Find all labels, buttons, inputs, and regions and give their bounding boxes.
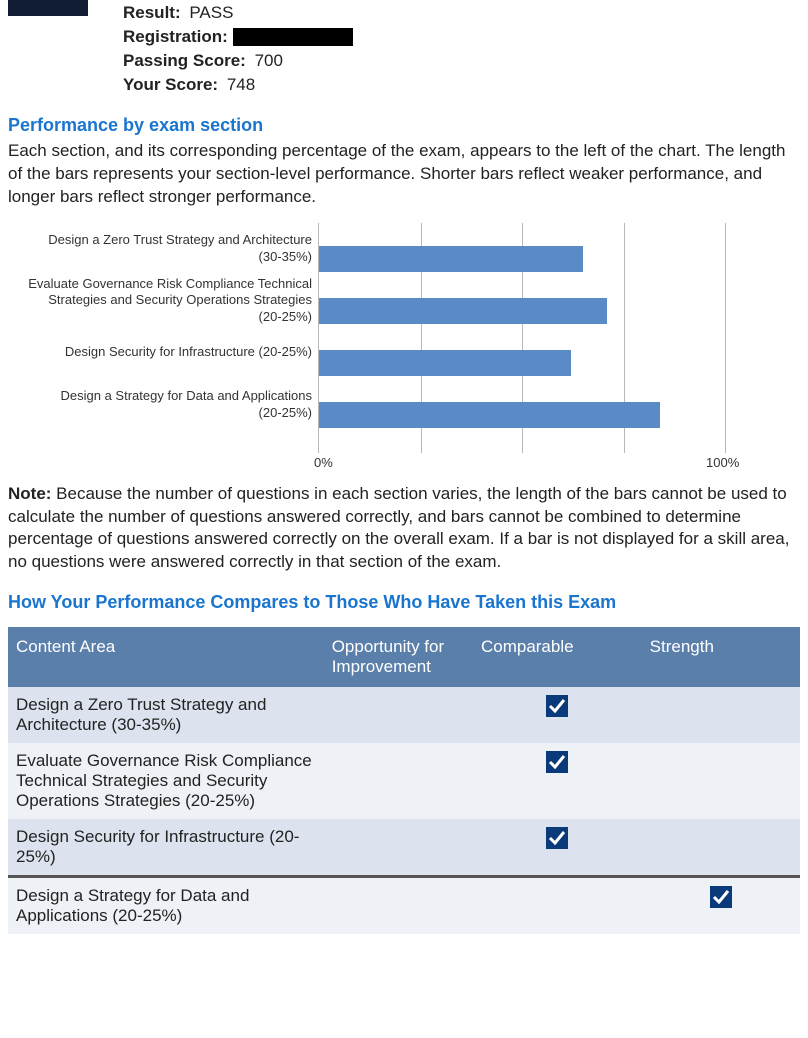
- performance-chart: Design a Zero Trust Strategy and Archite…: [8, 223, 800, 473]
- col-opportunity: Opportunity for Improvement: [324, 627, 473, 687]
- passing-score-value: 700: [255, 51, 283, 70]
- cell-strength: [642, 743, 800, 819]
- cell-content-area: Design Security for Infrastructure (20-2…: [8, 819, 324, 877]
- result-value: PASS: [189, 3, 233, 22]
- chart-bar: [319, 350, 571, 376]
- check-icon: [546, 751, 568, 773]
- chart-row-label: Design a Zero Trust Strategy and Archite…: [8, 223, 312, 275]
- performance-note: Note: Because the number of questions in…: [8, 483, 800, 575]
- cell-comparable: [473, 877, 642, 935]
- col-strength: Strength: [642, 627, 800, 687]
- chart-bar: [319, 402, 660, 428]
- note-label: Note:: [8, 484, 51, 503]
- comparison-heading: How Your Performance Compares to Those W…: [8, 592, 800, 613]
- your-score-value: 748: [227, 75, 255, 94]
- cell-opportunity: [324, 819, 473, 877]
- cell-strength: [642, 687, 800, 743]
- cell-comparable: [473, 687, 642, 743]
- cell-comparable: [473, 819, 642, 877]
- cell-opportunity: [324, 687, 473, 743]
- check-icon: [546, 827, 568, 849]
- registration-label: Registration:: [123, 27, 228, 46]
- cell-opportunity: [324, 743, 473, 819]
- chart-gridline: [725, 223, 726, 453]
- col-comparable: Comparable: [473, 627, 642, 687]
- cell-opportunity: [324, 877, 473, 935]
- your-score-label: Your Score:: [123, 75, 218, 94]
- chart-axis-label: 100%: [706, 455, 739, 470]
- registration-redacted: [233, 28, 353, 46]
- table-row: Design a Strategy for Data and Applicati…: [8, 877, 800, 935]
- table-row: Design a Zero Trust Strategy and Archite…: [8, 687, 800, 743]
- chart-row-label: Design Security for Infrastructure (20-2…: [8, 327, 312, 379]
- score-summary: Result: PASS Registration: Passing Score…: [123, 2, 800, 97]
- cell-content-area: Design a Strategy for Data and Applicati…: [8, 877, 324, 935]
- cell-strength: [642, 877, 800, 935]
- performance-heading: Performance by exam section: [8, 115, 800, 136]
- cell-comparable: [473, 743, 642, 819]
- result-label: Result:: [123, 3, 181, 22]
- chart-axis-label: 0%: [314, 455, 333, 470]
- badge-thumbnail: [8, 0, 88, 16]
- cell-content-area: Evaluate Governance Risk Compliance Tech…: [8, 743, 324, 819]
- performance-intro: Each section, and its corresponding perc…: [8, 140, 800, 209]
- col-content-area: Content Area: [8, 627, 324, 687]
- cell-content-area: Design a Zero Trust Strategy and Archite…: [8, 687, 324, 743]
- comparison-table: Content Area Opportunity for Improvement…: [8, 627, 800, 934]
- check-icon: [546, 695, 568, 717]
- cell-strength: [642, 819, 800, 877]
- chart-row-label: Design a Strategy for Data and Applicati…: [8, 379, 312, 431]
- chart-row-label: Evaluate Governance Risk Compliance Tech…: [8, 275, 312, 327]
- table-row: Evaluate Governance Risk Compliance Tech…: [8, 743, 800, 819]
- check-icon: [710, 886, 732, 908]
- passing-score-label: Passing Score:: [123, 51, 246, 70]
- note-text: Because the number of questions in each …: [8, 484, 789, 572]
- chart-bar: [319, 246, 583, 272]
- chart-bar: [319, 298, 607, 324]
- table-row: Design Security for Infrastructure (20-2…: [8, 819, 800, 877]
